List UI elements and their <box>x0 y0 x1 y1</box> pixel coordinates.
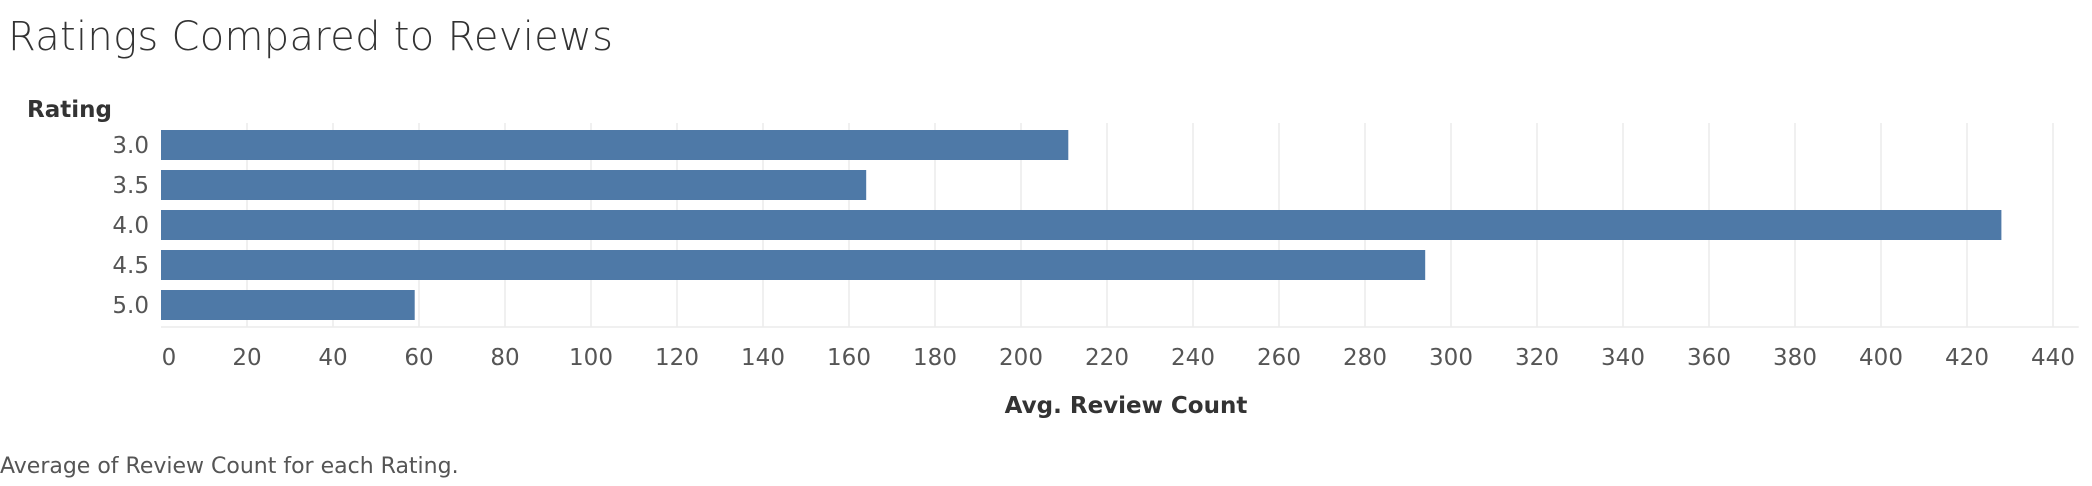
y-tick-labels: 3.0 3.5 4.0 4.5 5.0 <box>112 133 149 319</box>
x-tick-label: 400 <box>1859 345 1903 371</box>
x-tick-label: 160 <box>827 345 871 371</box>
bar-3.0[interactable] <box>161 130 1069 160</box>
y-tick-label: 3.5 <box>112 173 149 199</box>
x-tick-label: 120 <box>655 345 699 371</box>
x-tick-label: 360 <box>1687 345 1731 371</box>
x-tick-label: 200 <box>999 345 1043 371</box>
x-tick-label: 220 <box>1085 345 1129 371</box>
x-tick-label: 180 <box>913 345 957 371</box>
y-axis-title: Rating <box>27 97 112 123</box>
x-tick-label: 320 <box>1515 345 1559 371</box>
bar-chart: 3.0 3.5 4.0 4.5 5.0 0 20 40 60 80 100 120 140 160 180… <box>27 97 2079 419</box>
x-tick-label: 140 <box>741 345 785 371</box>
y-tick-label: 5.0 <box>112 293 149 319</box>
x-axis-title: Avg. Review Count <box>1005 393 1248 419</box>
bar-4.5[interactable] <box>161 250 1426 280</box>
y-tick-label: 3.0 <box>112 133 149 159</box>
x-tick-label: 0 <box>162 345 177 371</box>
x-tick-label: 420 <box>1945 345 1989 371</box>
x-tick-labels: 0 20 40 60 80 100 120 140 160 180 200 220 240 260 280 3… <box>162 345 2075 371</box>
x-tick-label: 260 <box>1257 345 1301 371</box>
bars <box>161 130 2002 320</box>
x-tick-label: 240 <box>1171 345 1215 371</box>
x-tick-label: 340 <box>1601 345 1645 371</box>
y-tick-label: 4.5 <box>112 253 149 279</box>
bar-5.0[interactable] <box>161 290 415 320</box>
x-tick-label: 20 <box>232 345 261 371</box>
x-tick-label: 300 <box>1429 345 1473 371</box>
x-tick-label: 440 <box>2031 345 2075 371</box>
x-tick-label: 380 <box>1773 345 1817 371</box>
x-tick-label: 40 <box>318 345 347 371</box>
x-tick-label: 60 <box>404 345 433 371</box>
x-tick-label: 280 <box>1343 345 1387 371</box>
x-tick-label: 80 <box>490 345 519 371</box>
y-tick-label: 4.0 <box>112 213 149 239</box>
chart-caption: Average of Review Count for each Rating. <box>0 454 459 479</box>
x-tick-label: 100 <box>569 345 613 371</box>
bar-3.5[interactable] <box>161 170 867 200</box>
bar-4.0[interactable] <box>161 210 2002 240</box>
chart-title: Ratings Compared to Reviews <box>8 14 614 60</box>
